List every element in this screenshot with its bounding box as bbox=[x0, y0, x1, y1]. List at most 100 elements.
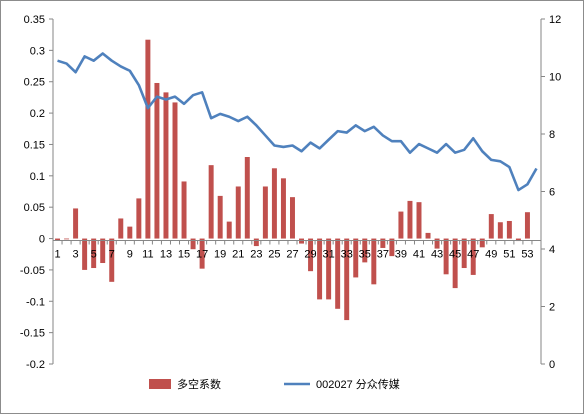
bar bbox=[452, 238, 458, 289]
bar bbox=[172, 102, 178, 239]
bar bbox=[280, 178, 286, 239]
left-axis-tick-label: 0.1 bbox=[30, 171, 45, 183]
bar bbox=[326, 238, 332, 300]
left-axis-tick-label: 0.05 bbox=[24, 202, 45, 214]
x-tick-label: 47 bbox=[467, 249, 479, 261]
bar bbox=[82, 238, 88, 270]
bar bbox=[127, 226, 133, 239]
axes: -0.2 -0.15 -0.1 -0.05 0 0.05 0.1 0.15 0.2 0.25 0.3… bbox=[20, 14, 561, 371]
bar bbox=[488, 214, 494, 239]
bar bbox=[362, 238, 368, 263]
x-tick-label: 35 bbox=[359, 249, 371, 261]
bar bbox=[55, 238, 61, 241]
x-tick-label: 9 bbox=[127, 249, 133, 261]
legend-line-label: 002027 分众传媒 bbox=[316, 378, 400, 391]
x-tick-label: 11 bbox=[142, 249, 153, 261]
left-axis-tick-label: 0.25 bbox=[24, 77, 45, 89]
x-tick-label: 49 bbox=[485, 249, 497, 261]
right-axis-tick-label: 6 bbox=[549, 187, 555, 199]
bar bbox=[199, 238, 205, 269]
bar bbox=[181, 181, 187, 239]
bar bbox=[389, 238, 395, 257]
x-tick-label: 37 bbox=[377, 249, 389, 261]
x-tick-label: 53 bbox=[521, 249, 533, 261]
bar bbox=[262, 186, 268, 239]
right-axis-tick-label: 4 bbox=[549, 244, 555, 256]
x-tick-label: 29 bbox=[304, 249, 316, 261]
bar bbox=[443, 238, 449, 275]
bar bbox=[271, 168, 277, 239]
left-axis-tick-label: -0.2 bbox=[26, 359, 45, 371]
bar bbox=[64, 238, 70, 240]
x-tick-label: 1 bbox=[54, 249, 60, 261]
x-tick-label: 41 bbox=[413, 249, 425, 261]
x-tick-label: 25 bbox=[268, 249, 280, 261]
bar bbox=[235, 186, 241, 239]
bar bbox=[461, 238, 467, 269]
bar bbox=[299, 238, 305, 244]
bar bbox=[208, 165, 214, 239]
bar bbox=[371, 238, 377, 285]
bar bbox=[308, 238, 314, 272]
x-tick-label: 7 bbox=[109, 249, 115, 261]
x-tick-label: 13 bbox=[160, 249, 172, 261]
legend: 多空系数 002027 分众传媒 bbox=[149, 377, 400, 391]
x-tick-label: 17 bbox=[196, 249, 208, 261]
left-axis-tick-label: -0.1 bbox=[26, 296, 45, 308]
bar bbox=[163, 92, 169, 239]
bar bbox=[524, 212, 530, 239]
bar bbox=[434, 238, 440, 249]
bar bbox=[91, 238, 97, 269]
bar bbox=[244, 157, 250, 239]
bar bbox=[425, 232, 431, 239]
bar bbox=[118, 218, 124, 239]
bar bbox=[145, 39, 151, 239]
bar bbox=[190, 238, 196, 250]
x-tick-label: 5 bbox=[91, 249, 97, 261]
bar bbox=[515, 238, 521, 242]
legend-bar-label: 多空系数 bbox=[177, 377, 221, 391]
bar bbox=[497, 222, 503, 239]
x-tick-label: 27 bbox=[286, 249, 298, 261]
left-axis-tick-label: -0.15 bbox=[20, 328, 45, 340]
left-axis-tick-label: 0.2 bbox=[30, 108, 45, 120]
x-tick-label: 51 bbox=[503, 249, 515, 261]
bar bbox=[335, 238, 341, 309]
right-axis-tick-label: 12 bbox=[549, 14, 561, 26]
x-tick-label: 33 bbox=[341, 249, 353, 261]
legend-bar-swatch bbox=[149, 379, 171, 389]
bar bbox=[344, 238, 350, 321]
x-tick-label: 15 bbox=[178, 249, 190, 261]
bar bbox=[109, 238, 115, 282]
x-tick-label: 21 bbox=[232, 249, 244, 261]
line-series bbox=[57, 52, 538, 192]
bar bbox=[100, 238, 106, 264]
x-tick-label: 3 bbox=[73, 249, 79, 261]
bar bbox=[398, 211, 404, 239]
bar bbox=[317, 238, 323, 300]
left-axis-tick-label: 0.15 bbox=[24, 139, 45, 151]
bar bbox=[353, 238, 359, 278]
bar bbox=[506, 220, 512, 239]
bar bbox=[226, 221, 232, 239]
price-line bbox=[57, 52, 538, 192]
bar bbox=[416, 202, 422, 239]
x-tick-label: 23 bbox=[250, 249, 262, 261]
bar bbox=[407, 200, 413, 239]
bar-series bbox=[55, 39, 530, 321]
x-tick-label: 43 bbox=[431, 249, 443, 261]
bar bbox=[217, 195, 223, 239]
right-axis-tick-label: 2 bbox=[549, 302, 555, 314]
x-tick-label: 19 bbox=[214, 249, 226, 261]
x-tick-label: 31 bbox=[323, 249, 335, 261]
left-axis-tick-label: 0 bbox=[39, 234, 45, 246]
left-axis-tick-label: 0.3 bbox=[30, 45, 45, 57]
bar bbox=[479, 238, 485, 248]
bar bbox=[136, 198, 142, 239]
right-axis-tick-label: 10 bbox=[549, 72, 561, 84]
bar bbox=[380, 238, 386, 248]
x-tick-label: 45 bbox=[449, 249, 461, 261]
bar bbox=[470, 238, 476, 275]
